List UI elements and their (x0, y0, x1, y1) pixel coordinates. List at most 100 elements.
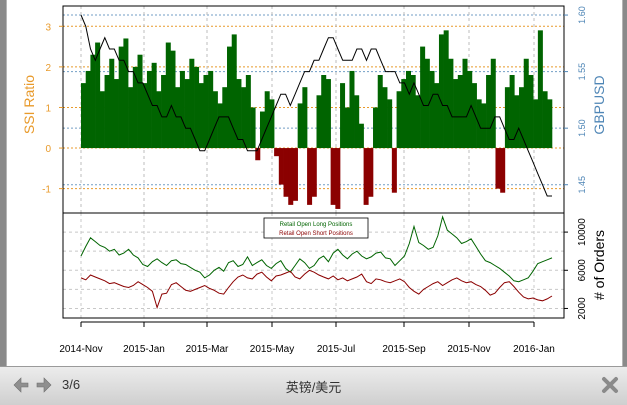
ssi-bar-long (410, 75, 416, 149)
legend-entry-short: Retail Open Short Positions (279, 231, 353, 237)
ssi-bar-long (382, 87, 388, 149)
ssi-bar-short (288, 148, 294, 205)
ssi-bar-short (335, 148, 341, 209)
ssi-bar-long (236, 79, 242, 149)
x-tick-label: 2015-Nov (447, 344, 490, 355)
ssi-bar-long (245, 75, 251, 149)
ssi-tick-label: 2 (45, 63, 51, 74)
ssi-tick-label: 1 (45, 103, 51, 114)
ssi-bar-short (255, 148, 261, 161)
ssi-bar-long (189, 58, 195, 149)
long-positions-line (80, 215, 553, 283)
ssi-bar-long (519, 87, 525, 149)
ssi-bar-long (537, 30, 543, 149)
ssi-bar-long (170, 50, 176, 149)
x-tick-label: 2014-Nov (59, 344, 102, 355)
ssi-bar-long (325, 79, 331, 149)
ssi-bar-long (250, 107, 256, 149)
ssi-bar-long (217, 103, 223, 149)
ssi-bar-long (490, 58, 496, 149)
ssi-bar-long (161, 75, 167, 149)
ssi-bar-long (208, 70, 214, 149)
ssi-bar-long (198, 83, 204, 149)
ssi-bar-long (264, 91, 270, 149)
orders-tick-label: 2000 (577, 297, 588, 320)
ssi-bar-long (401, 79, 407, 149)
x-tick-label: 2015-Sep (382, 344, 426, 355)
ssi-bar-long (118, 46, 124, 149)
ssi-bar-short (363, 148, 369, 205)
ssi-bar-short (274, 148, 280, 157)
ssi-bar-long (349, 70, 355, 149)
ssi-bar-long (481, 103, 487, 149)
ssi-bar-short (311, 148, 317, 197)
image-caption: 英镑/美元 (285, 380, 342, 395)
ssi-bar-long (448, 58, 454, 149)
ssi-bar-long (424, 58, 430, 149)
bottom-panel-frame (62, 212, 565, 319)
ssi-bar-long (415, 95, 421, 149)
ssi-bar-long (179, 70, 185, 149)
ssi-bar-long (438, 34, 444, 149)
ssi-bar-long (533, 99, 539, 149)
ssi-bar-long (184, 79, 190, 149)
ssi-bar-long (212, 91, 218, 149)
legend: Retail Open Long Positions Retail Open Sh… (263, 217, 369, 239)
close-icon[interactable] (600, 375, 620, 395)
ssi-bar-long (523, 58, 529, 149)
ssi-bar-long (137, 54, 143, 149)
ssi-tick-label: 0 (45, 144, 51, 155)
ssi-bar-long (194, 66, 200, 149)
ssi-bar-long (514, 95, 520, 149)
ssi-bar-long (146, 70, 152, 149)
x-tick-label: 2015-Mar (186, 344, 229, 355)
gbpusd-tick-label: 1.55 (577, 63, 587, 81)
ssi-bar-short (500, 148, 506, 193)
ssi-bar-short (495, 148, 501, 189)
x-tick-label: 2015-Jan (123, 344, 165, 355)
orders-lines (80, 215, 553, 310)
ssi-bar-long (123, 38, 129, 149)
ssi-bar-long (377, 75, 383, 149)
ssi-bar-long (321, 75, 327, 149)
ssi-bar-long (504, 87, 510, 149)
short-positions-line (80, 269, 553, 310)
gbpusd-axis-title: GBPUSD (591, 75, 607, 134)
chart-card: -1 0 1 2 3 SSI Ratio 1.45 1.50 1.55 1.60 GBPUSD 20… (6, 0, 623, 366)
ssi-bar-long (429, 70, 435, 149)
ssi-bars (81, 30, 553, 209)
ssi-bar-long (344, 107, 350, 149)
orders-tick-label: 10000 (577, 218, 588, 246)
gbpusd-line (80, 14, 552, 197)
ssi-bar-long (443, 30, 449, 149)
ssi-bar-long (128, 87, 134, 149)
chart-svg: -1 0 1 2 3 SSI Ratio 1.45 1.50 1.55 1.60 GBPUSD 20… (21, 5, 607, 355)
ssi-bar-long (387, 99, 393, 149)
ssi-bar-long (81, 83, 87, 149)
orders-axis-title: # of Orders (591, 230, 607, 300)
legend-box (263, 217, 369, 239)
ssi-bar-long (113, 79, 119, 149)
ssi-bar-long (420, 46, 426, 149)
ssi-bar-long (297, 103, 303, 149)
ssi-bar-long (486, 75, 492, 149)
x-tick-label: 2015-Jul (317, 344, 355, 355)
ssi-bar-short (278, 148, 284, 185)
ssi-bar-long (165, 42, 171, 149)
arrow-left-icon[interactable] (12, 376, 30, 394)
ssi-bar-long (95, 42, 101, 149)
ssi-tick-label: 3 (45, 22, 51, 33)
ssi-bar-long (405, 70, 411, 149)
gbpusd-line-group (80, 14, 552, 197)
ssi-bar-long (90, 54, 96, 149)
ssi-bar-short (283, 148, 289, 197)
ssi-bar-long (471, 83, 477, 149)
ssi-bar-long (528, 75, 534, 149)
arrow-right-icon[interactable] (35, 376, 53, 394)
ssi-bar-long (231, 34, 237, 149)
x-tick-label: 2015-May (250, 344, 294, 355)
gbpusd-tick-label: 1.60 (577, 6, 587, 24)
ssi-bar-long (396, 91, 402, 149)
ssi-bar-long (316, 95, 322, 149)
ssi-bar-long (302, 87, 308, 149)
